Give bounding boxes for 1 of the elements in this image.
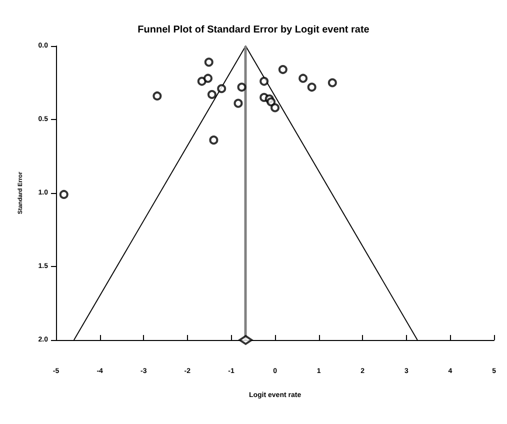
chart-title: Funnel Plot of Standard Error by Logit event rate xyxy=(138,24,370,36)
